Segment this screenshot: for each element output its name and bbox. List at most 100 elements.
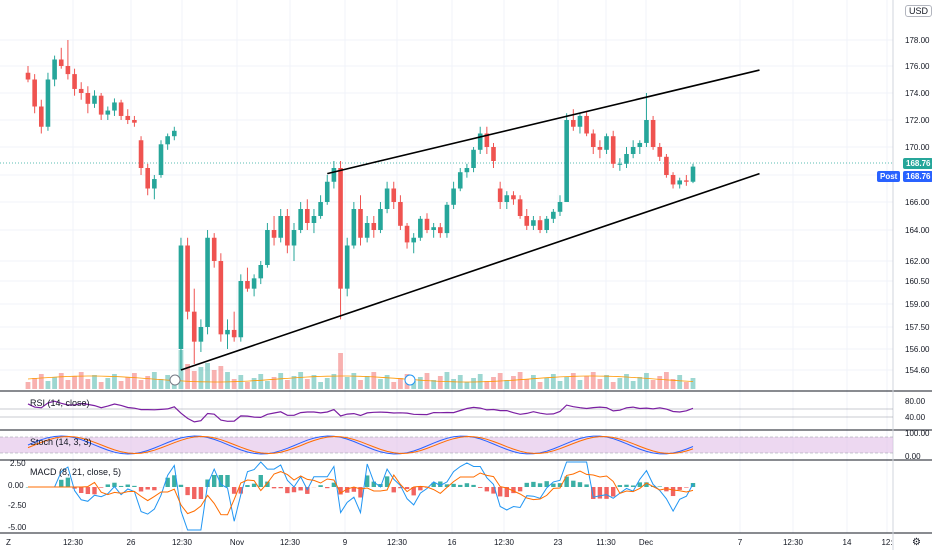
macd-histogram-bar bbox=[498, 487, 502, 496]
volume-bar bbox=[59, 373, 64, 389]
volume-bar bbox=[664, 372, 669, 389]
candle-body bbox=[325, 182, 330, 202]
candle-body bbox=[112, 102, 117, 110]
candle-body bbox=[92, 96, 97, 104]
candle-body bbox=[544, 219, 549, 230]
rsi-tick-label: 80.00 bbox=[905, 397, 926, 406]
candle-body bbox=[345, 246, 350, 289]
x-tick-label: 12: bbox=[881, 538, 892, 547]
macd-histogram-bar bbox=[631, 485, 635, 487]
settings-icon: ⚙ bbox=[912, 537, 921, 548]
candle-body bbox=[119, 102, 124, 116]
volume-bar bbox=[691, 378, 696, 389]
x-tick-label: 26 bbox=[127, 538, 136, 547]
volume-bar bbox=[39, 374, 44, 389]
macd-histogram-bar bbox=[618, 485, 622, 487]
candle-body bbox=[458, 172, 463, 188]
volume-bar bbox=[584, 376, 589, 389]
volume-bar bbox=[445, 372, 450, 389]
volume-bar bbox=[278, 373, 283, 389]
volume-bar bbox=[418, 377, 423, 389]
macd-histogram-bar bbox=[272, 487, 276, 488]
volume-bar bbox=[285, 380, 290, 389]
macd-histogram-bar bbox=[624, 485, 628, 487]
volume-bar bbox=[391, 382, 396, 389]
candle-body bbox=[86, 93, 91, 104]
macd-histogram-bar bbox=[279, 487, 283, 488]
rsi-line bbox=[28, 401, 693, 422]
stoch-band bbox=[0, 437, 893, 453]
volume-bar bbox=[531, 375, 536, 389]
macd-histogram-bar bbox=[245, 485, 249, 487]
candle-body bbox=[278, 216, 283, 238]
macd-histogram-bar bbox=[598, 487, 602, 499]
macd-histogram-bar bbox=[146, 487, 150, 490]
volume-bar bbox=[238, 375, 243, 389]
macd-histogram-bar bbox=[119, 486, 123, 487]
candle-body bbox=[524, 216, 529, 226]
macd-histogram-bar bbox=[66, 478, 70, 487]
candle-body bbox=[139, 140, 144, 168]
volume-bar bbox=[504, 380, 509, 389]
candle-body bbox=[152, 179, 157, 188]
y-tick-label: 172.00 bbox=[905, 116, 930, 125]
currency-badge[interactable]: USD bbox=[905, 5, 932, 17]
macd-histogram-bar bbox=[232, 487, 236, 494]
volume-bar bbox=[438, 376, 443, 389]
candle-body bbox=[604, 136, 609, 150]
candle-body bbox=[125, 116, 130, 120]
macd-histogram-bar bbox=[465, 483, 469, 487]
volume-bar bbox=[192, 371, 197, 389]
candle-body bbox=[511, 195, 516, 199]
candle-body bbox=[391, 189, 396, 203]
candle-body bbox=[46, 80, 51, 127]
x-tick-label: Nov bbox=[230, 538, 244, 547]
candle-body bbox=[584, 116, 589, 134]
candle-body bbox=[79, 89, 84, 93]
macd-histogram-bar bbox=[199, 487, 203, 499]
volume-bar bbox=[338, 353, 343, 389]
macd-histogram-bar bbox=[212, 475, 216, 487]
volume-bar bbox=[624, 374, 629, 389]
candle-body bbox=[365, 223, 370, 238]
candle-body bbox=[252, 278, 257, 288]
volume-bar bbox=[611, 382, 616, 389]
macd-tick-label: 2.50 bbox=[10, 459, 26, 468]
volume-bar bbox=[451, 379, 456, 389]
candle-body bbox=[664, 157, 669, 175]
macd-histogram-bar bbox=[126, 485, 130, 487]
macd-histogram-bar bbox=[192, 487, 196, 499]
macd-histogram-bar bbox=[325, 487, 329, 488]
macd-histogram-bar bbox=[611, 487, 615, 496]
candle-body bbox=[418, 219, 423, 238]
candle-body bbox=[451, 189, 456, 205]
macd-histogram-bar bbox=[86, 487, 90, 494]
candle-body bbox=[145, 168, 150, 189]
volume-bar bbox=[265, 381, 270, 389]
volume-bar bbox=[258, 374, 263, 389]
volume-bar bbox=[398, 378, 403, 389]
volume-bar bbox=[72, 376, 77, 389]
candle-body bbox=[638, 143, 643, 147]
macd-histogram-bar bbox=[185, 487, 189, 495]
volume-bar bbox=[139, 380, 144, 389]
x-tick-label: Dec bbox=[639, 538, 653, 547]
volume-bar bbox=[631, 381, 636, 389]
volume-bar bbox=[205, 363, 210, 389]
y-tick-label: 159.00 bbox=[905, 300, 930, 309]
volume-bar bbox=[105, 378, 110, 389]
volume-bar bbox=[637, 377, 642, 389]
candle-body bbox=[465, 168, 470, 172]
candle-body bbox=[425, 219, 430, 230]
candle-body bbox=[445, 205, 450, 233]
volume-bar bbox=[385, 375, 390, 389]
candle-body bbox=[677, 180, 682, 184]
candle-body bbox=[212, 238, 217, 261]
candle-body bbox=[298, 209, 303, 230]
candle-body bbox=[538, 220, 543, 230]
candle-body bbox=[32, 80, 37, 107]
candle-body bbox=[471, 150, 476, 168]
candle-body bbox=[312, 216, 317, 223]
candle-body bbox=[185, 246, 190, 312]
candle-body bbox=[624, 154, 629, 164]
